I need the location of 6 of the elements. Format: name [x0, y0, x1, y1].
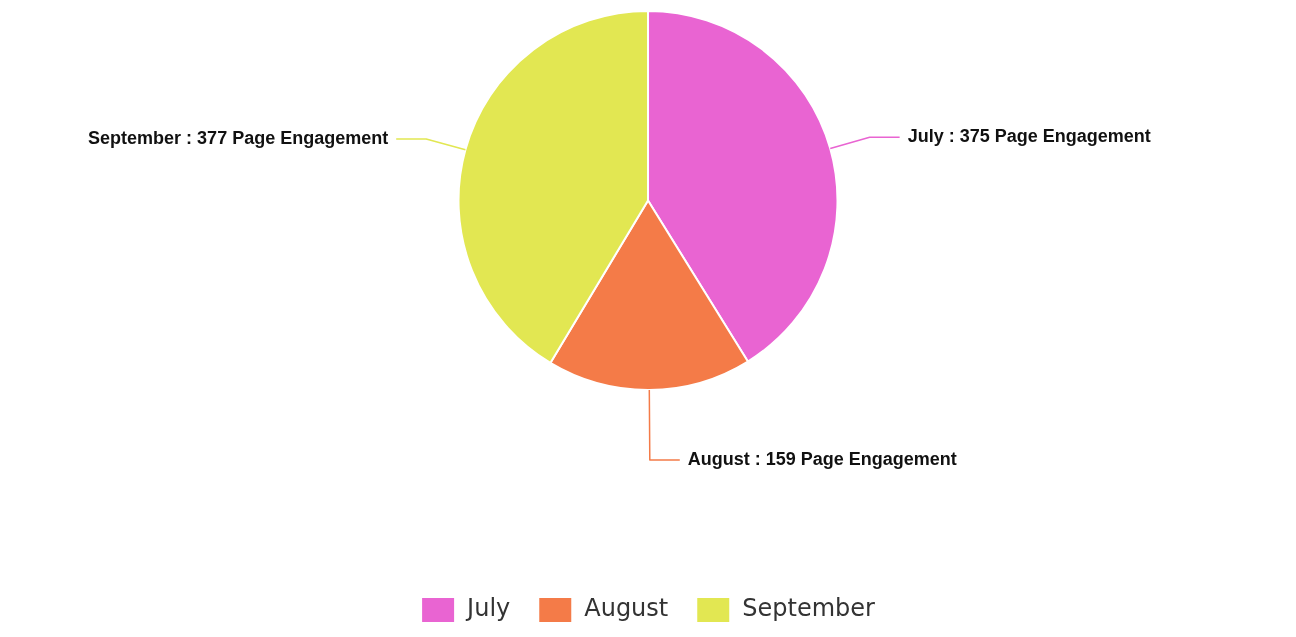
data-label: August : 159 Page Engagement — [687, 448, 957, 469]
legend-label: August — [584, 594, 669, 623]
legend-label: July — [465, 594, 511, 623]
data-label: September : 377 Page Engagement — [88, 127, 389, 148]
data-label: July : 375 Page Engagement — [907, 126, 1151, 147]
legend-label: September — [742, 594, 876, 623]
